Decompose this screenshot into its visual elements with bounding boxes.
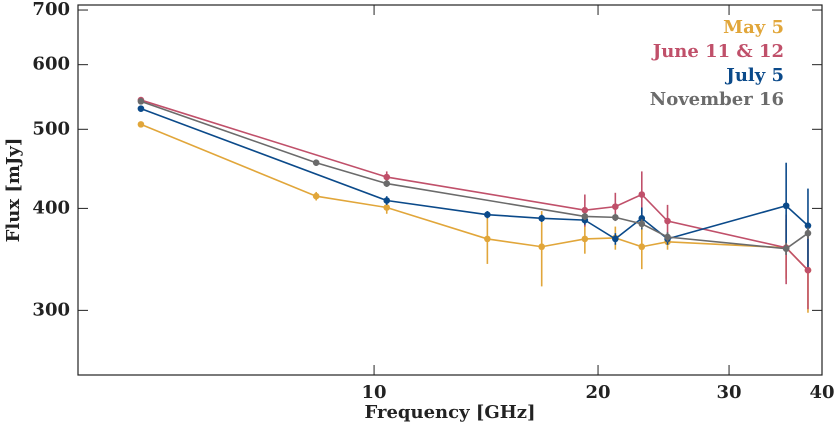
y-tick-label: 300 (32, 299, 70, 320)
series-line (140, 99, 809, 271)
data-point (383, 204, 391, 211)
data-point (581, 206, 589, 214)
data-point (638, 220, 646, 228)
data-point (383, 173, 391, 181)
data-point (312, 159, 320, 167)
x-tick-label: 20 (586, 382, 611, 403)
data-point (804, 222, 812, 229)
data-point (664, 217, 671, 225)
data-point (137, 105, 145, 112)
y-tick-label: 700 (32, 0, 70, 20)
data-point (484, 235, 491, 243)
data-point (137, 98, 145, 105)
data-point (581, 235, 589, 243)
legend-entry: June 11 & 12 (651, 41, 784, 62)
data-point (638, 191, 646, 198)
data-point (782, 245, 790, 253)
legend-entry: July 5 (724, 65, 784, 86)
data-point (538, 243, 545, 251)
series-line (140, 107, 809, 240)
data-point (383, 180, 391, 187)
data-point (612, 203, 619, 210)
legend-entry: November 16 (650, 89, 784, 110)
data-point (612, 235, 619, 243)
y-tick-label: 600 (32, 54, 70, 75)
data-point (538, 214, 545, 222)
data-point (312, 192, 320, 200)
x-tick-label: 40 (809, 382, 834, 403)
data-point (638, 243, 646, 251)
x-axis-label: Frequency [GHz] (365, 402, 536, 423)
data-point (484, 211, 491, 218)
y-axis-label: Flux [mJy] (3, 138, 24, 243)
data-point (638, 214, 646, 222)
y-tick-label: 400 (32, 197, 70, 218)
data-point (581, 213, 589, 220)
data-point (612, 214, 619, 221)
x-tick-label: 10 (362, 382, 387, 403)
x-tick-label: 30 (717, 382, 742, 403)
data-point (383, 197, 391, 204)
data-point (137, 121, 145, 128)
data-point (804, 229, 812, 237)
plot-frame (77, 4, 823, 376)
series-line (140, 100, 809, 250)
data-point (664, 233, 671, 241)
data-point (782, 202, 790, 210)
legend-entry: May 5 (723, 17, 784, 38)
y-tick-label: 500 (32, 118, 70, 139)
data-point (804, 266, 812, 274)
